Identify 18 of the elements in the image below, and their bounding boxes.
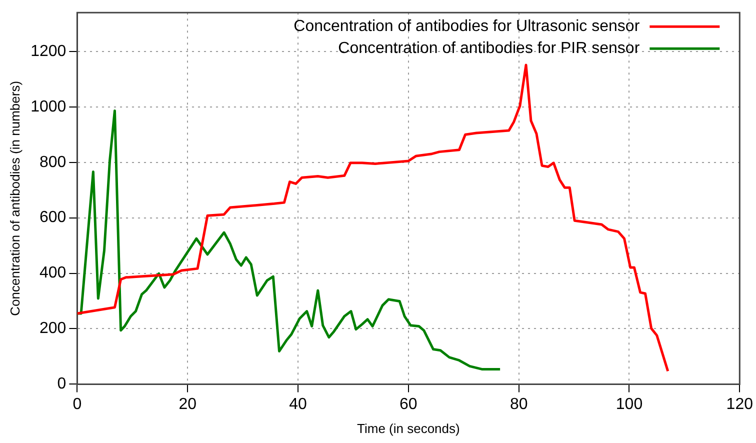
y-tick-label: 1000 xyxy=(30,98,66,116)
x-tick-label: 20 xyxy=(178,396,197,414)
x-tick-label: 80 xyxy=(510,396,528,414)
y-axis-title: Concentration of antibodies (in numbers) xyxy=(7,80,22,316)
x-tick-label: 0 xyxy=(72,396,82,414)
y-tick-label: 400 xyxy=(39,264,66,282)
y-tick-label: 600 xyxy=(39,209,66,226)
x-axis-title: Time (in seconds) xyxy=(357,420,460,436)
y-tick-label: 200 xyxy=(39,320,66,338)
y-tick-label: 800 xyxy=(39,154,66,171)
y-tick-label: 0 xyxy=(57,376,66,393)
x-tick-label: 120 xyxy=(726,396,754,414)
x-tick-label: 100 xyxy=(616,396,643,414)
legend-label: Concentration of antibodies for PIR sensor xyxy=(338,40,640,58)
x-tick-label: 60 xyxy=(400,396,418,414)
legend-label: Concentration of antibodies for Ultrasonic sensor xyxy=(294,18,640,36)
y-tick-label: 1200 xyxy=(30,42,66,60)
x-tick-label: 40 xyxy=(289,396,308,414)
